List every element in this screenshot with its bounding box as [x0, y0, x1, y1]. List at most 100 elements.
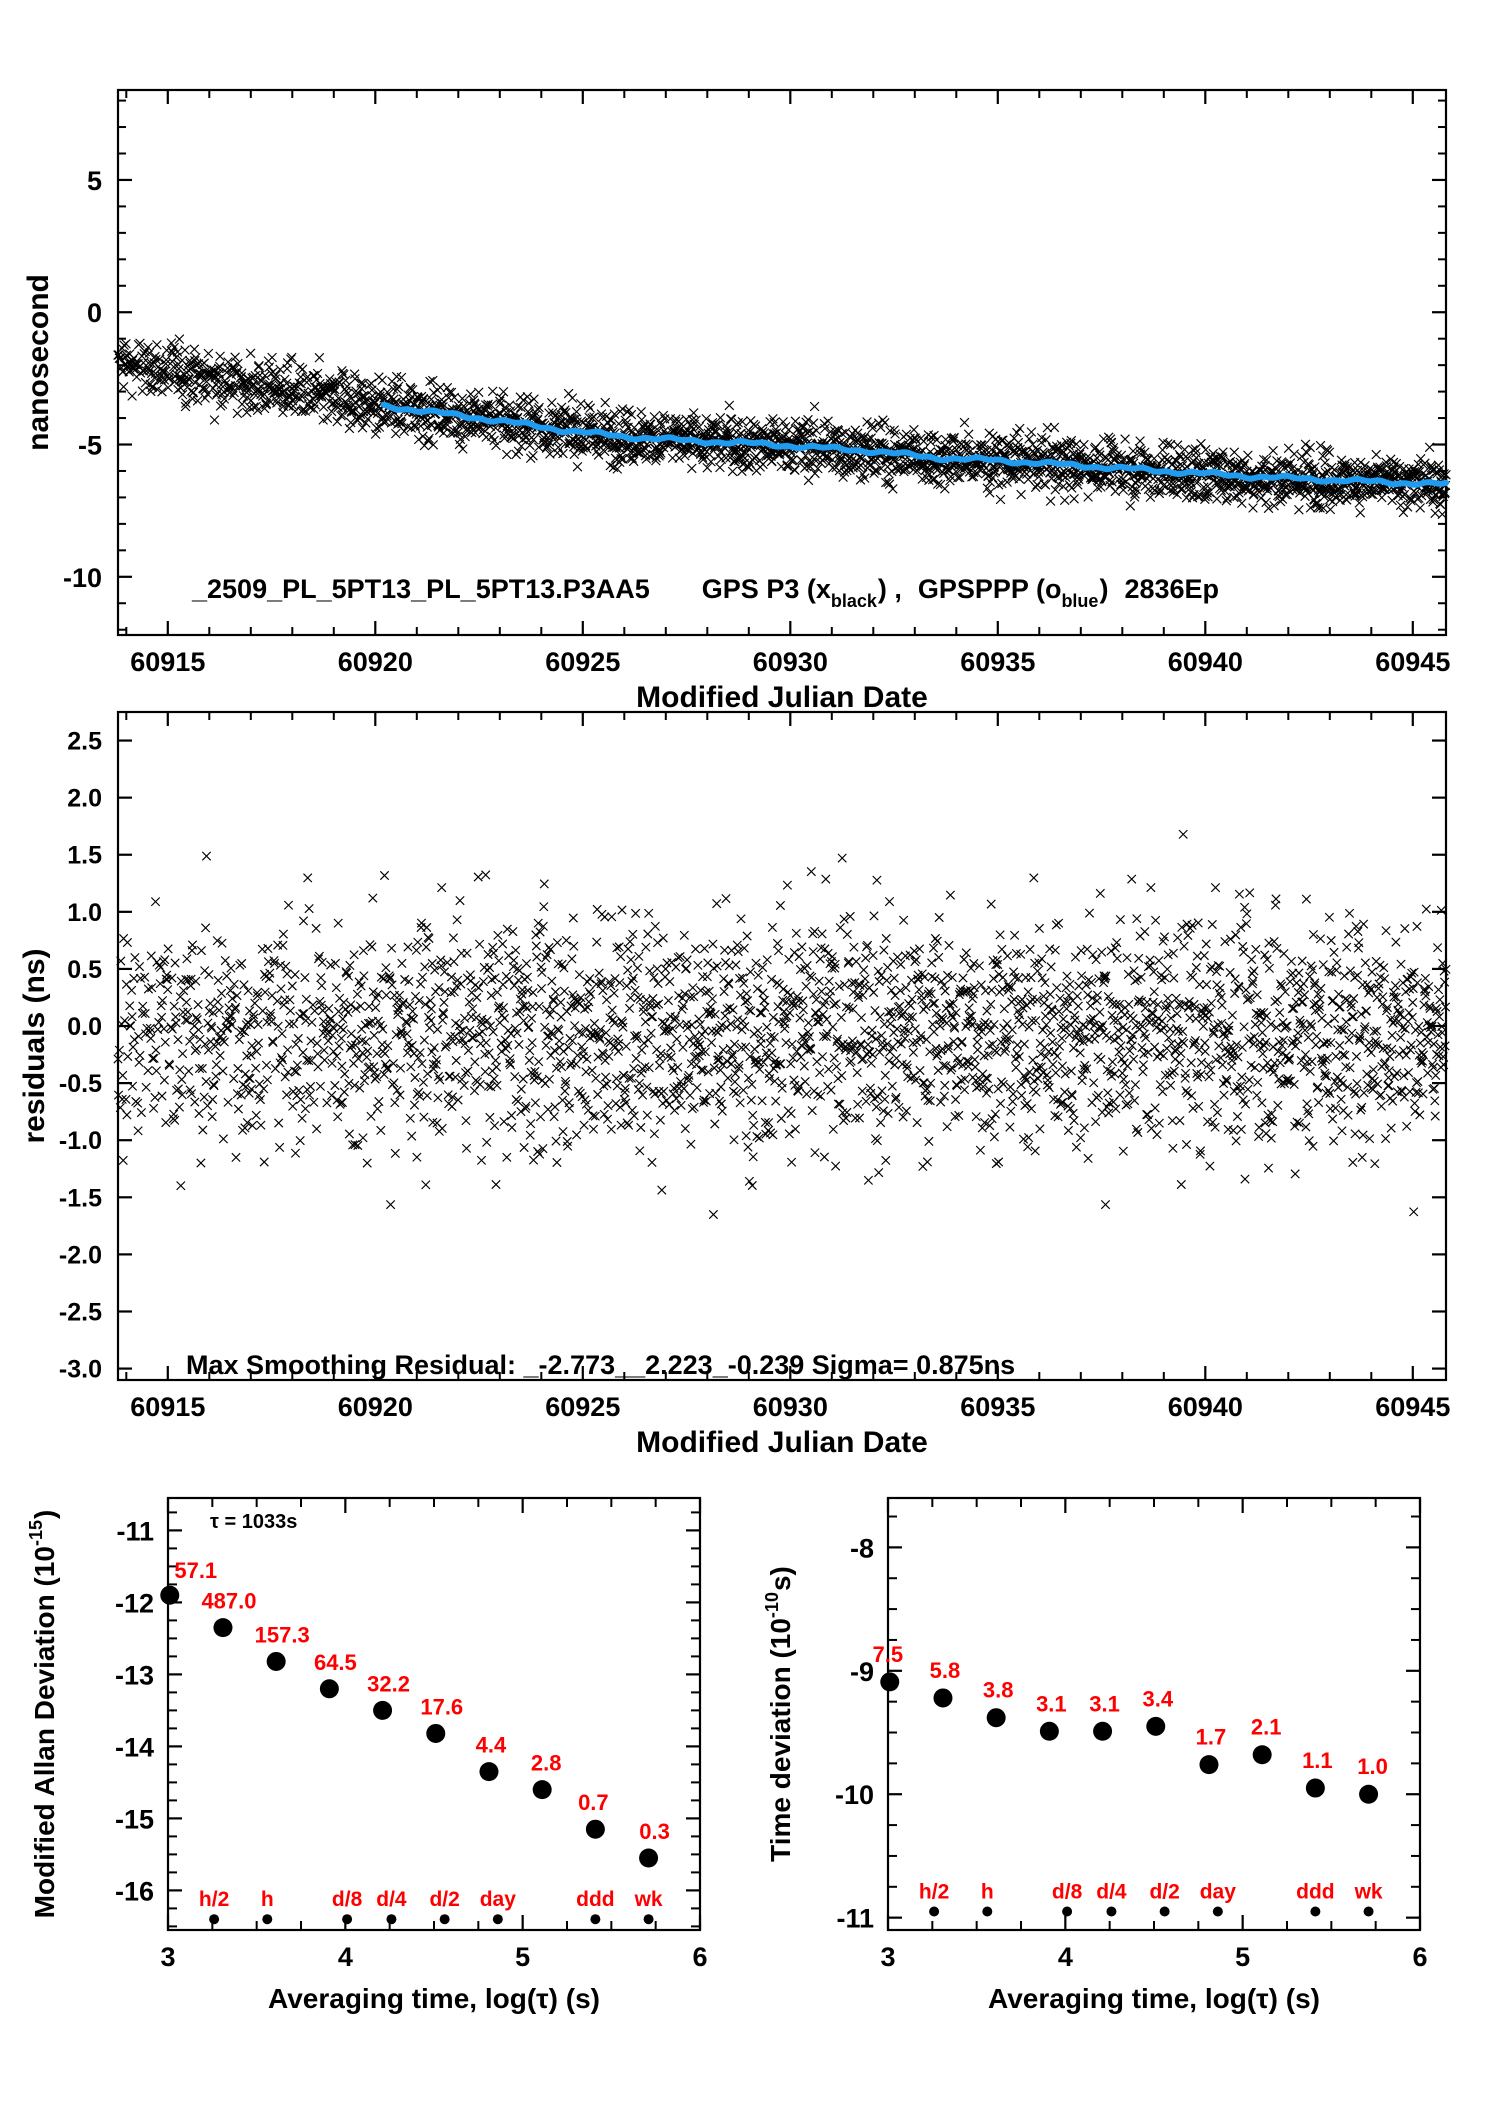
y-tick-label: 1.5 — [67, 842, 102, 870]
plot-frame — [116, 88, 1448, 637]
x-tick-label: 60940 — [1168, 647, 1243, 677]
tau-marker-label: day — [480, 1888, 517, 1911]
tau-marker-label: h/2 — [199, 1888, 229, 1911]
y-tick-label: -2.0 — [59, 1241, 102, 1269]
tau-marker-dot — [492, 1914, 503, 1925]
tau-marker-dot — [342, 1914, 353, 1925]
data-point — [266, 1651, 286, 1671]
tau-marker-dot — [1159, 1906, 1170, 1917]
caption-series-black: GPS P3 (x — [702, 574, 831, 604]
data-point-label: 1.7 — [1196, 1725, 1227, 1750]
y-tick-label: -3.0 — [59, 1356, 102, 1384]
y-tick-label: -14 — [115, 1732, 154, 1762]
x-tick-label: 60920 — [338, 647, 413, 677]
data-point-label: 487.0 — [201, 1589, 256, 1614]
x-tick-label: 60925 — [545, 1392, 620, 1422]
data-point-label: 3.8 — [983, 1678, 1014, 1703]
x-axis-title-tau: τ — [536, 1983, 549, 2014]
tau-marker-label: d/8 — [332, 1888, 363, 1911]
data-point-label: 1.0 — [1357, 1754, 1388, 1779]
tau-marker-label: d/2 — [429, 1888, 459, 1911]
x-axis-title-post: ) (s) — [1269, 1983, 1320, 2014]
data-point — [1359, 1784, 1379, 1804]
tau-marker-label: day — [1200, 1880, 1237, 1903]
x-tick-label: 60935 — [960, 647, 1035, 677]
x-tick-label: 60925 — [545, 647, 620, 677]
tau-marker-label: ddd — [576, 1888, 614, 1911]
data-point — [933, 1688, 953, 1708]
y-axis-title: residuals (ns) — [18, 948, 51, 1143]
data-point — [373, 1700, 393, 1720]
y-tick-label: 0 — [87, 298, 102, 328]
data-points: 57.1 487.0 157.364.5 32.2 17.6 4.4 2.8 0.7 0.3 — [160, 1558, 670, 1868]
x-axis-title-tau: τ — [1256, 1983, 1269, 2014]
data-point-label: 4.4 — [476, 1733, 507, 1758]
data-point-label: 0.7 — [578, 1790, 609, 1815]
caption-series-blue-end: ) — [1099, 574, 1108, 604]
y-tick-label: 0.5 — [67, 956, 102, 984]
data-point — [986, 1708, 1006, 1728]
x-tick-label: 6 — [692, 1942, 707, 1972]
data-point — [1252, 1745, 1272, 1765]
tau-marker-dot — [1310, 1906, 1321, 1917]
data-point — [213, 1618, 233, 1638]
panel-time-deviation: -8 -9 -10 -113 4 5 6 7.5 5.8 3.8 3.1 3.1 3.4 1.7 2.1 1.… — [762, 1496, 1428, 2014]
data-point-label: 64.5 — [314, 1650, 357, 1675]
data-point-label: 1.1 — [1302, 1748, 1333, 1773]
tau-marker-label: d/4 — [376, 1888, 407, 1911]
data-point-label: 3.1 — [1036, 1691, 1067, 1716]
caption-epoch-count: 2836Ep — [1124, 574, 1219, 604]
x-tick-label: 60945 — [1375, 1392, 1450, 1422]
tau-marker-label: d/2 — [1149, 1880, 1179, 1903]
y-tick-label: -10 — [835, 1780, 874, 1810]
data-point-label: 2.8 — [531, 1751, 562, 1776]
tau-marker-group: h/2 h d/8 d/4 d/2 day ddd wk — [199, 1888, 663, 1925]
data-point — [532, 1780, 552, 1800]
tau-marker-group: h/2 h d/8 d/4 d/2 day ddd wk — [919, 1880, 1383, 1917]
tau-marker-label: ddd — [1296, 1880, 1334, 1903]
tau-marker-dot — [439, 1914, 450, 1925]
caption-series-black-end: ) , — [878, 574, 902, 604]
panel-modified-allan-deviation: -11 -12 -13 -14 -15 -16 3 4 5 6 57.1 487.0 157.364.5… — [26, 1496, 708, 2014]
tau-marker-label: h — [261, 1888, 274, 1911]
y-tick-label: -13 — [115, 1660, 154, 1690]
data-point — [426, 1723, 446, 1743]
x-tick-label: 5 — [515, 1942, 530, 1972]
y-tick-label: -0.5 — [59, 1070, 102, 1098]
x-axis-title: Modified Julian Date — [636, 681, 928, 714]
y-tick-label: -15 — [115, 1804, 154, 1834]
x-tick-label: 6 — [1412, 1942, 1427, 1972]
y-tick-label: -9 — [850, 1657, 874, 1687]
y-tick-label: -11 — [836, 1904, 874, 1934]
x-tick-label: 4 — [1058, 1942, 1073, 1972]
y-tick-label: 2.0 — [67, 785, 102, 813]
data-point — [1039, 1721, 1059, 1741]
x-axis-title: Modified Julian Date — [636, 1426, 928, 1459]
data-point-label: 3.1 — [1089, 1691, 1120, 1716]
x-tick-label: 60915 — [130, 647, 205, 677]
tau-marker-dot — [1062, 1906, 1073, 1917]
y-tick-label: -10 — [63, 563, 102, 593]
tau-marker-dot — [1106, 1906, 1117, 1917]
y-axis-title-group: Modified Allan Deviation (10-15) — [26, 1510, 60, 1919]
gpsppp-smoothed-line — [380, 401, 1449, 488]
x-axis-title-pre: Averaging time, log( — [268, 1983, 537, 2014]
residual-stats-annotation: Max Smoothing Residual: _-2.773__2.223_-… — [186, 1350, 1015, 1380]
tau-marker-label: wk — [1354, 1880, 1383, 1903]
y-tick-label: -1.5 — [59, 1184, 102, 1212]
data-point — [319, 1679, 339, 1699]
y-tick-label: -8 — [850, 1533, 874, 1563]
panel-residuals: 2.5 2.0 1.5 1.0 0.5 0.0 -0.5 -1.0 -1.5 -2.0 -2.5 -3… — [18, 710, 1451, 1459]
panel-phase-offset: 5 0 -5 -10 60915 60920 60925 60930 60935 60940 609… — [22, 88, 1451, 714]
y-tick-label: 0.0 — [67, 1013, 102, 1041]
data-point — [639, 1848, 659, 1868]
x-tick-label: 60945 — [1375, 647, 1450, 677]
x-axis-title-pre: Averaging time, log( — [988, 1983, 1257, 2014]
tau-marker-dot — [386, 1914, 397, 1925]
plot-frame — [886, 1496, 1422, 1932]
x-tick-label: 60935 — [960, 1392, 1035, 1422]
caption-series-black-sub: black — [831, 591, 878, 611]
tau-marker-dot — [1363, 1906, 1374, 1917]
y-tick-label: -2.5 — [59, 1298, 102, 1326]
